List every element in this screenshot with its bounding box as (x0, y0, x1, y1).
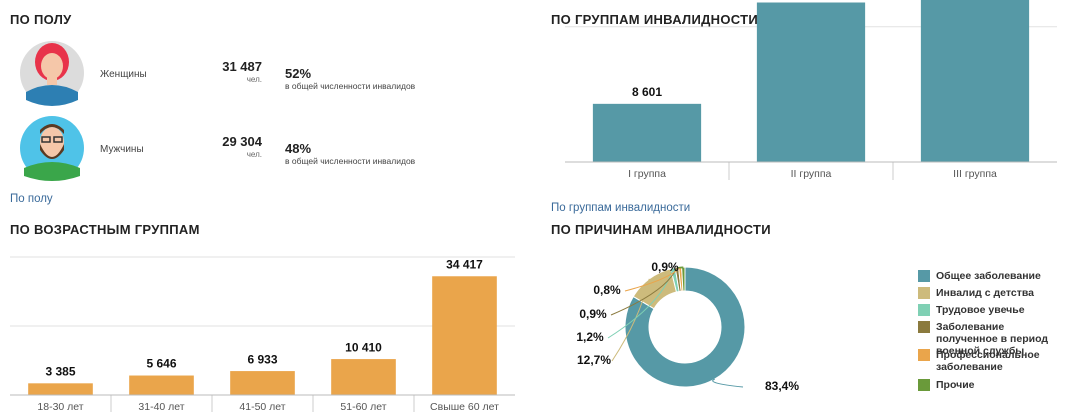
avatar-female (20, 41, 84, 106)
legend-swatch (918, 321, 930, 333)
leader-line (611, 278, 650, 362)
gender-note: в общей численности инвалидов (285, 81, 416, 91)
chart-title: ПО ПРИЧИНАМ ИНВАЛИДНОСТИ (551, 222, 771, 237)
x-tick-label: III группа (953, 168, 997, 180)
legend-label: Инвалид с детства (936, 287, 1035, 299)
legend-swatch (918, 287, 930, 299)
gender-note: в общей численности инвалидов (285, 156, 416, 166)
bar (920, 0, 1030, 162)
bar (230, 371, 295, 395)
bar (331, 359, 396, 395)
gender-percent: 48% (285, 141, 312, 156)
value-label: 0,8% (593, 283, 621, 297)
x-tick-label: II группа (791, 168, 832, 180)
value-label: 5 646 (146, 357, 176, 371)
leader-line (624, 266, 681, 292)
chart-title: ПО ГРУППАМ ИНВАЛИДНОСТИ (551, 12, 759, 27)
x-tick-label: I группа (628, 168, 666, 180)
legend-swatch (918, 349, 930, 361)
legend-label: Заболевание полученное в период военной … (936, 321, 1049, 357)
x-tick-label: 18-30 лет (37, 401, 83, 412)
pie-slice (624, 266, 746, 388)
gender-count: 31 487 (222, 59, 262, 74)
value-label: 8 601 (632, 85, 662, 99)
gender-unit: чел. (246, 150, 262, 159)
legend-label: Общее заболевание (936, 270, 1041, 282)
legend-label: Трудовое увечье (936, 304, 1025, 316)
legend-label: Профессиональное заболевание (936, 349, 1040, 373)
legend-swatch (918, 304, 930, 316)
value-label: 34 417 (446, 257, 483, 271)
section-title: ПО ПОЛУ (10, 12, 72, 27)
value-label: 83,4% (765, 379, 799, 393)
gender-unit: чел. (246, 75, 262, 84)
bar (129, 375, 194, 395)
x-tick-label: 41-50 лет (239, 401, 285, 412)
x-tick-label: 51-60 лет (340, 401, 386, 412)
value-label: 10 410 (345, 340, 382, 354)
value-label: 12,7% (577, 353, 611, 367)
leader-line (712, 378, 744, 388)
value-label: 1,2% (576, 330, 604, 344)
bar (592, 103, 702, 162)
value-label: 0,9% (651, 260, 679, 274)
value-label: 0,9% (579, 307, 607, 321)
link[interactable]: По группам инвалидности (551, 202, 691, 214)
legend-swatch (918, 270, 930, 282)
value-label: 6 933 (247, 352, 277, 366)
leader-line (677, 266, 684, 269)
avatar-male (20, 116, 84, 181)
leader-line (607, 268, 674, 339)
x-tick-label: 31-40 лет (138, 401, 184, 412)
bar (756, 2, 866, 162)
gender-label: Женщины (100, 69, 147, 80)
link[interactable]: По полу (10, 193, 53, 205)
value-label: 3 385 (45, 364, 75, 378)
chart-title: ПО ВОЗРАСТНЫМ ГРУППАМ (10, 222, 200, 237)
gender-percent: 52% (285, 66, 312, 81)
bar (432, 276, 497, 395)
x-tick-label: Свыше 60 лет (430, 401, 499, 412)
legend-swatch (918, 379, 930, 391)
gender-count: 29 304 (222, 134, 262, 149)
bar (28, 383, 93, 395)
legend-label: Прочие (936, 379, 975, 391)
gender-label: Мужчины (100, 144, 144, 155)
